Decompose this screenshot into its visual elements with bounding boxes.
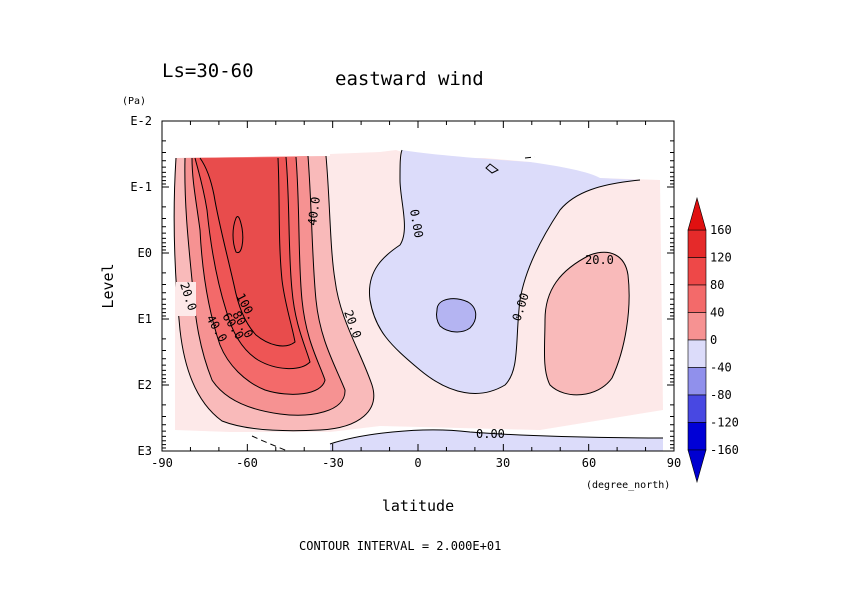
contour-80: [194, 156, 311, 369]
contour-label: 40.0: [305, 196, 323, 227]
y-tick-label: E-2: [130, 114, 152, 128]
x-tick-label: -90: [151, 456, 173, 470]
contour-label: 0.00: [476, 427, 505, 441]
contour-0-bottom: [329, 429, 664, 445]
contour-dashed-top: [524, 156, 536, 159]
colorbar-level-label: -120: [710, 416, 739, 430]
x-tick-label: 90: [667, 456, 681, 470]
y-axis-label: Level: [99, 263, 117, 308]
fill-neg-0-20: [369, 150, 640, 394]
contour-0-top-small: [485, 163, 499, 174]
colorbar-level-label: 40: [710, 306, 724, 320]
y-tick-labels: E-2 E-1 E0 E1 E2 E3: [130, 114, 152, 458]
x-tick-label: -60: [236, 456, 258, 470]
contour-dashed-bottom: [251, 435, 289, 451]
colorbar: 160 120 80 40 0 -40 -80 -120 -160: [687, 196, 739, 484]
colorbar-max-arrow: [687, 196, 707, 231]
contour-40: [184, 155, 346, 416]
colorbar-swatch: [687, 422, 707, 451]
colorbar-swatch: [687, 367, 707, 396]
y-tick-label: E0: [138, 246, 152, 260]
x-unit-label: (degree_north): [586, 480, 670, 491]
colorbar-level-label: -80: [710, 388, 732, 402]
colorbar-level-label: 80: [710, 278, 724, 292]
x-tick-label: 0: [414, 456, 421, 470]
fill-pos-right: [544, 252, 630, 395]
colorbar-level-label: 120: [710, 251, 732, 265]
season-label: Ls=30-60: [162, 60, 254, 82]
contour-120: [232, 215, 244, 254]
colorbar-swatch: [687, 284, 707, 313]
colorbar-swatch: [687, 394, 707, 423]
contour-60: [191, 156, 326, 395]
y-tick-label: E1: [138, 312, 152, 326]
x-tick-label: 30: [496, 456, 510, 470]
y-tick-label: E3: [138, 444, 152, 458]
y-tick-label: E-1: [130, 180, 152, 194]
contour-interval-label: CONTOUR INTERVAL = 2.000E+01: [299, 539, 501, 553]
colorbar-swatch: [687, 339, 707, 368]
filled-contours: [174, 150, 663, 451]
colorbar-swatch: [687, 312, 707, 341]
x-axis-label: latitude: [382, 497, 454, 515]
colorbar-swatch: [687, 229, 707, 258]
fill-neg-20-40: [436, 298, 476, 332]
contour-20-right: [543, 251, 630, 396]
x-tick-labels: -90 -60 -30 0 30 60 90: [151, 456, 681, 470]
fill-pos-100-120: [200, 158, 295, 346]
colorbar-swatch: [687, 257, 707, 286]
contour-label: 20.0: [585, 253, 614, 267]
colorbar-min-arrow: [687, 449, 707, 484]
contour-0-main: [368, 149, 641, 394]
x-tick-label: -30: [322, 456, 344, 470]
colorbar-level-label: -40: [710, 361, 732, 375]
colorbar-level-label: 160: [710, 223, 732, 237]
axis-ticks: [161, 120, 675, 452]
chart-title: eastward wind: [335, 68, 484, 90]
contour-100: [199, 157, 296, 347]
plot-area: 20.0 40.0 100. 60.0 80.0 40.0 20.0 0.00 …: [161, 120, 675, 452]
y-unit-label: (Pa): [122, 96, 146, 107]
colorbar-level-label: 0: [710, 333, 717, 347]
fill-neg-bottom: [330, 429, 663, 451]
y-tick-label: E2: [138, 378, 152, 392]
contour-neg20: [435, 298, 477, 333]
colorbar-level-label: -160: [710, 443, 739, 457]
contour-label: 0.00: [407, 208, 426, 239]
x-tick-label: 60: [582, 456, 596, 470]
